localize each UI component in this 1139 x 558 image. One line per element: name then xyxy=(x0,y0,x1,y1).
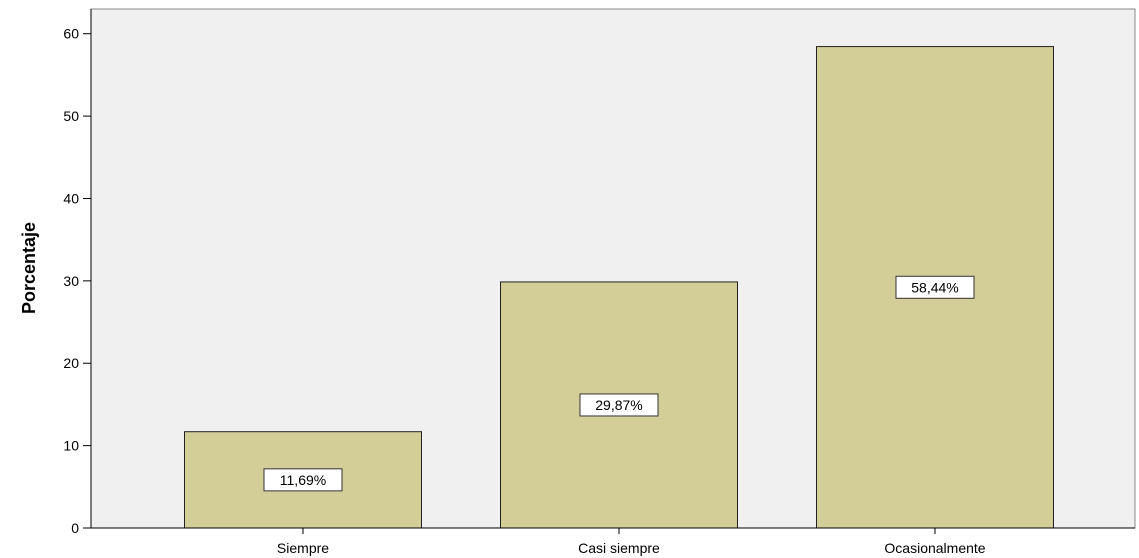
y-tick-label: 60 xyxy=(63,26,79,42)
y-tick-label: 10 xyxy=(63,438,79,454)
y-axis-title: Porcentaje xyxy=(19,222,39,314)
x-tick-label: Casi siempre xyxy=(578,540,660,556)
y-tick-label: 30 xyxy=(63,273,79,289)
data-label: 58,44% xyxy=(911,279,958,295)
data-label-box xyxy=(895,275,975,299)
data-label: 29,87% xyxy=(595,397,642,413)
y-tick-label: 50 xyxy=(63,108,79,124)
y-tick-label: 40 xyxy=(63,190,79,206)
x-tick-label: Ocasionalmente xyxy=(884,540,985,556)
data-label: 11,69% xyxy=(280,472,326,488)
y-tick-label: 20 xyxy=(63,355,79,371)
x-tick-label: Siempre xyxy=(277,540,329,556)
data-label-box xyxy=(263,468,343,492)
y-tick-label: 0 xyxy=(71,520,79,536)
data-label-box xyxy=(579,393,659,417)
